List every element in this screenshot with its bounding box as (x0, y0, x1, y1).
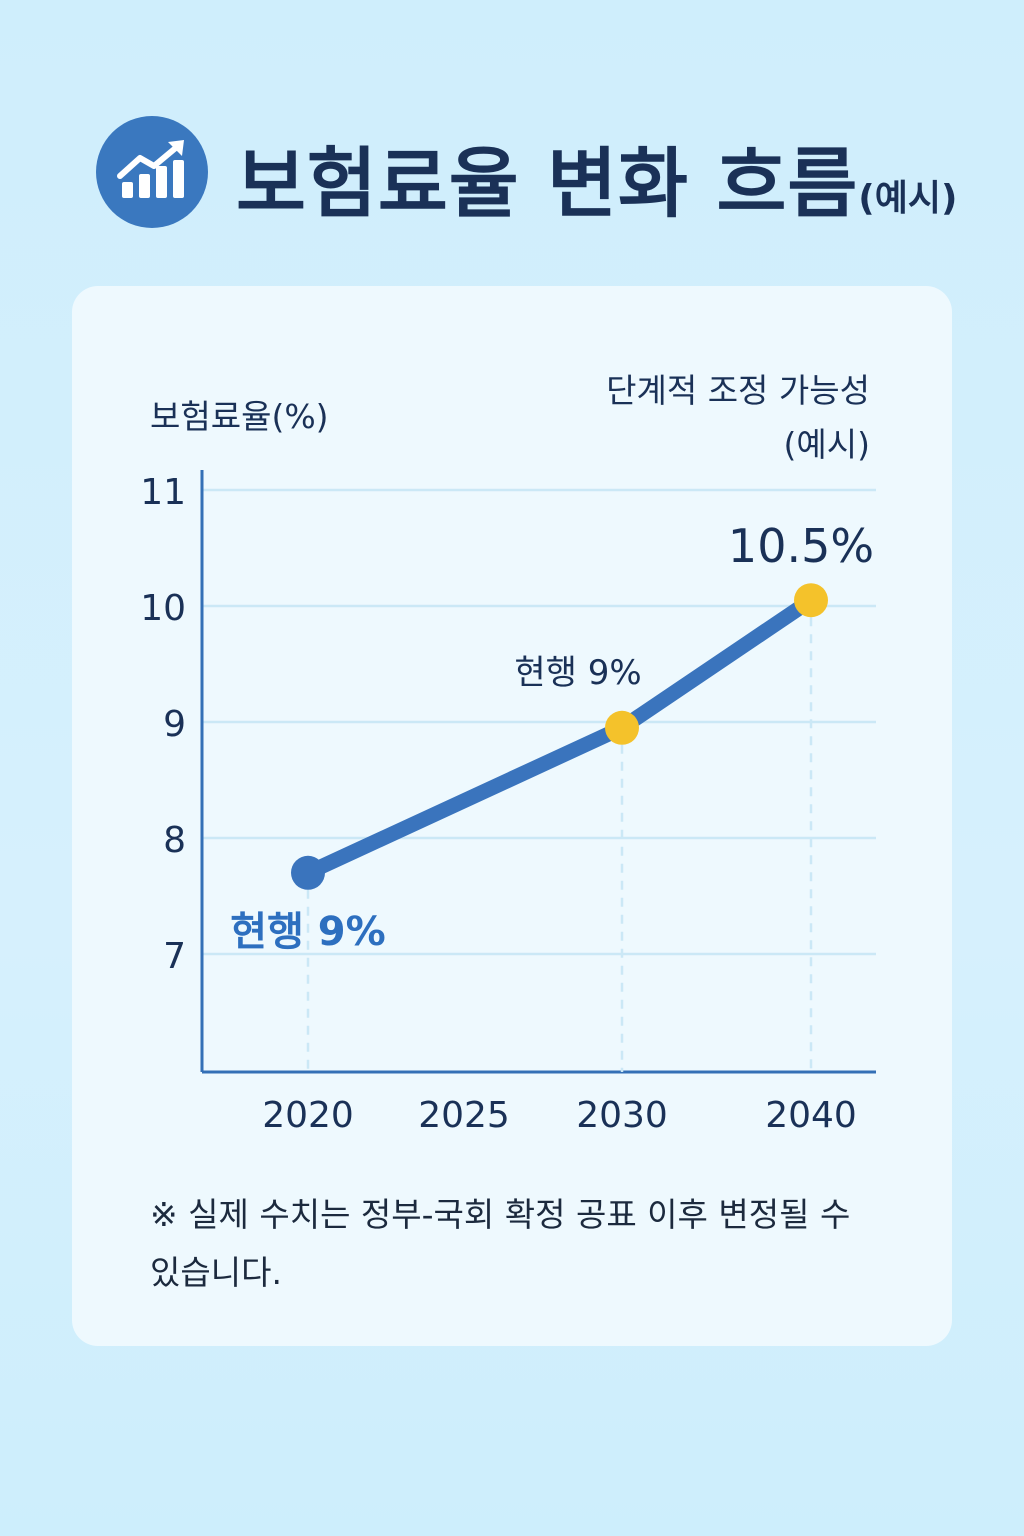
y-tick-label-8: 8 (163, 820, 186, 861)
chart-card (72, 286, 952, 1346)
chart-growth-icon-graphic (117, 140, 184, 198)
annotation-line-1: 단계적 조정 가능성 (606, 371, 870, 410)
y-tick-label-11: 11 (140, 472, 186, 513)
y-tick-label-10: 10 (140, 588, 186, 629)
data-label-2040: 10.5% (728, 519, 874, 573)
x-tick-label-2025: 2025 (418, 1095, 510, 1136)
data-point-2020 (291, 855, 325, 890)
annotation-line-2: (예시) (784, 425, 870, 464)
x-tick-label-2040: 2040 (765, 1095, 857, 1136)
chart-growth-icon (96, 116, 208, 228)
x-tick-label-2020: 2020 (262, 1095, 354, 1136)
y-tick-label-9: 9 (163, 704, 186, 745)
y-tick-label-7: 7 (163, 936, 186, 977)
data-label-2030: 현행 9% (514, 653, 641, 693)
page-title-suffix: (예시) (858, 178, 958, 219)
x-tick-label-2030: 2030 (576, 1095, 668, 1136)
data-point-2030 (605, 710, 639, 745)
data-label-2020: 현행 9% (230, 909, 385, 955)
footnote: ※ 실제 수치는 정부-국회 확정 공표 이후 변정될 수 있습니다. (150, 1195, 851, 1292)
y-axis-label: 보험료율(%) (150, 397, 329, 436)
series-line (300, 592, 819, 881)
page-title: 보험료율 변화 흐름(예시) (236, 122, 958, 228)
page-title-main: 보험료율 변화 흐름 (236, 139, 859, 228)
data-point-2040 (794, 583, 828, 618)
